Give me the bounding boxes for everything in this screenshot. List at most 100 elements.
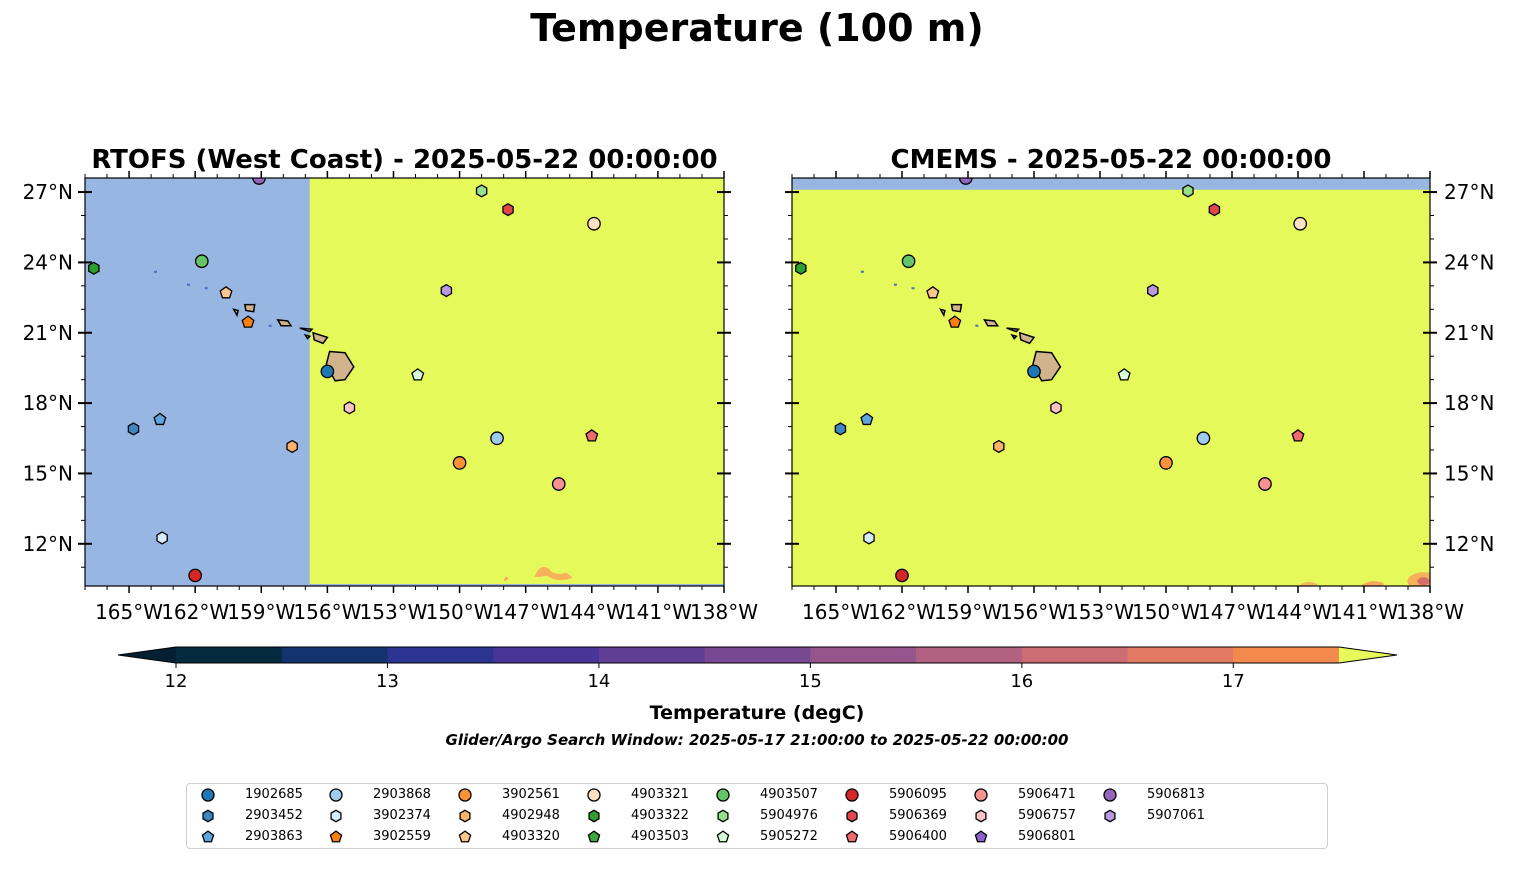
colorbar-bin	[704, 647, 811, 663]
colorbar-tick-label: 16	[1010, 671, 1033, 692]
island	[232, 308, 239, 318]
map-panel-cmems	[785, 171, 1437, 593]
legend-marker	[974, 830, 988, 843]
legend-label: 5905272	[760, 829, 818, 844]
island	[950, 303, 963, 313]
float-3902374-marker	[863, 531, 875, 545]
float-4902948-marker	[286, 439, 298, 454]
y-tick-label: 12°N	[23, 532, 73, 556]
legend-marker-hexagon	[846, 809, 858, 823]
search-window-caption: Glider/Argo Search Window: 2025-05-17 21…	[445, 731, 1069, 749]
colorbar-bin	[387, 647, 494, 663]
float-3902561-marker	[452, 456, 467, 470]
y-tick-label: 15°N	[1444, 461, 1494, 485]
panel-frame	[84, 177, 725, 587]
legend-marker	[587, 830, 601, 843]
float-2903863-marker	[860, 412, 874, 426]
colorbar-over-extend	[1339, 647, 1397, 663]
islet	[911, 287, 915, 290]
x-tick-label: 138°W	[1396, 600, 1464, 624]
colorbar-bin	[1127, 647, 1234, 663]
legend-marker	[201, 830, 215, 843]
legend-marker	[974, 788, 988, 802]
float-3902559-marker	[948, 315, 962, 328]
float-5907061-marker	[1147, 283, 1159, 298]
island	[1006, 327, 1021, 333]
islet	[187, 283, 191, 286]
legend-label: 5906813	[1147, 787, 1205, 802]
float-5906095-marker	[188, 568, 203, 583]
legend-label: 5906400	[889, 829, 947, 844]
legend-marker	[845, 830, 859, 843]
colorbar-bin	[916, 647, 1023, 663]
legend-marker-circle	[716, 788, 730, 802]
x-tick-label: 144°W	[1264, 600, 1332, 624]
island	[243, 303, 256, 313]
float-4903321-marker	[587, 216, 601, 231]
x-tick-label: 153°W	[360, 600, 428, 624]
island	[276, 318, 293, 327]
float-3902561-marker	[1159, 456, 1173, 470]
colorbar-label: Temperature (degC)	[650, 702, 865, 724]
legend-label: 4903322	[631, 808, 689, 823]
legend-marker-circle	[974, 788, 988, 802]
float-3902559-marker	[241, 315, 255, 328]
colorbar-bin	[1021, 647, 1129, 663]
island	[1010, 333, 1018, 340]
legend-marker-hexagon	[202, 809, 214, 823]
colorbar	[117, 646, 1398, 668]
colorbar-tick-label: 14	[587, 671, 610, 692]
y-tick-label: 24°N	[23, 250, 73, 274]
legend-marker	[588, 809, 600, 823]
legend-marker	[458, 788, 472, 802]
colorbar-bin	[1233, 647, 1340, 663]
float-5906400-marker	[585, 429, 599, 442]
y-tick-label: 27°N	[1444, 180, 1494, 204]
temperature-field	[309, 178, 724, 584]
legend-label: 1902685	[245, 787, 303, 802]
colorbar-under-extend	[118, 647, 176, 663]
colorbar-tick-label: 13	[376, 671, 399, 692]
legend-label: 5907061	[1147, 808, 1205, 823]
x-tick-label: 150°W	[426, 600, 494, 624]
legend-marker	[329, 788, 343, 802]
legend-label: 5906801	[1018, 829, 1076, 844]
float-4903507-marker	[194, 254, 209, 269]
warm-patch	[534, 566, 573, 581]
x-tick-label: 147°W	[492, 600, 560, 624]
y-tick-label: 21°N	[1444, 321, 1494, 345]
legend-marker	[1103, 788, 1117, 802]
islet	[268, 324, 272, 327]
float-5906757-marker	[343, 401, 356, 415]
legend-marker-circle	[587, 788, 601, 802]
float-5906369-marker	[502, 203, 514, 217]
float-2903452-marker	[127, 422, 140, 436]
legend-label: 5906095	[889, 787, 947, 802]
legend-marker	[717, 809, 729, 823]
x-tick-label: 141°W	[624, 600, 692, 624]
island	[938, 308, 946, 318]
no-data-region	[792, 178, 1430, 190]
legend-label: 5904976	[760, 808, 818, 823]
legend-marker-pentagon	[587, 830, 601, 843]
island	[983, 318, 1000, 327]
colorbar-tick-label: 15	[799, 671, 822, 692]
y-tick-label: 27°N	[23, 180, 73, 204]
float-5906757-marker	[1050, 401, 1062, 415]
float-1902685-marker	[1027, 364, 1041, 379]
legend-label: 4903507	[760, 787, 818, 802]
legend-marker	[845, 788, 859, 802]
legend-label: 4902948	[502, 808, 560, 823]
islet	[204, 287, 208, 290]
warm-patch	[1359, 581, 1384, 586]
legend-marker-pentagon	[845, 830, 859, 843]
panel-title: CMEMS - 2025-05-22 00:00:00	[891, 145, 1332, 175]
float-legend: 1902685 2903452 2903863 2903868 3902374 39025…	[186, 783, 1328, 849]
legend-label: 4903503	[631, 829, 689, 844]
legend-marker	[458, 830, 472, 843]
legend-marker	[201, 788, 215, 802]
warm-patch	[1300, 582, 1318, 586]
island	[303, 333, 312, 340]
legend-marker-hexagon	[588, 809, 600, 823]
